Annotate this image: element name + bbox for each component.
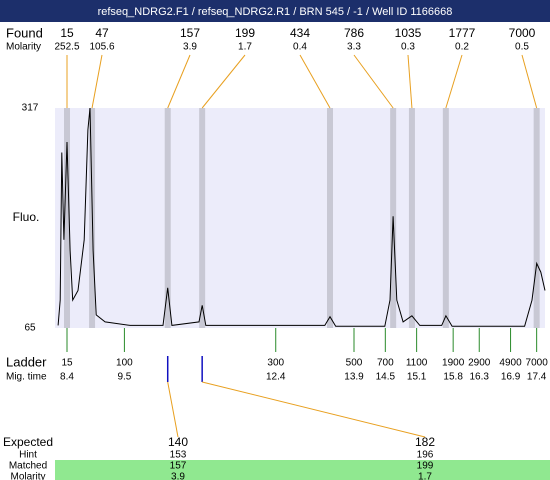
- found-size: 1777: [449, 26, 476, 40]
- peak-band: [408, 108, 415, 328]
- matched-highlight: [55, 460, 550, 480]
- trace: [57, 107, 546, 327]
- peak-band: [199, 108, 206, 328]
- chart-title: refseq_NDRG2.F1 / refseq_NDRG2.R1 / BRN …: [98, 6, 453, 18]
- row-value: 1.7: [418, 472, 432, 480]
- ladder-label: Ladder: [6, 354, 47, 369]
- mig-time: 13.9: [344, 372, 364, 383]
- found-connector: [353, 54, 394, 109]
- row-label: Hint: [19, 450, 37, 461]
- found-molarity: 3.3: [347, 42, 361, 53]
- ladder-size: 15: [61, 358, 73, 369]
- found-connector: [521, 54, 538, 109]
- mig-time: 15.1: [407, 372, 427, 383]
- row-value: 3.9: [171, 472, 185, 480]
- row-value: 140: [168, 435, 188, 449]
- found-molarity: 3.9: [183, 42, 197, 53]
- row-value: 196: [417, 450, 434, 461]
- found-connector: [445, 54, 463, 109]
- row-label: Expected: [3, 435, 53, 449]
- row-label: Molarity: [10, 472, 45, 480]
- y-tick-label: 317: [22, 103, 39, 114]
- row-value: 153: [170, 450, 187, 461]
- found-molarity: 0.4: [293, 42, 307, 53]
- mig-time: 14.5: [376, 372, 396, 383]
- y-axis-label: Fluo.: [13, 210, 40, 224]
- expected-connector: [167, 381, 179, 438]
- found-molarity: 105.6: [89, 42, 114, 53]
- peak-band: [164, 108, 171, 328]
- ladder-size: 700: [377, 358, 394, 369]
- found-size: 157: [180, 26, 200, 40]
- found-molarity: 0.2: [455, 42, 469, 53]
- mig-time: 16.3: [470, 372, 490, 383]
- found-size: 199: [235, 26, 255, 40]
- ladder-size: 500: [346, 358, 363, 369]
- found-molarity: 0.5: [515, 42, 529, 53]
- found-label: Found: [6, 25, 43, 40]
- found-connector: [407, 54, 413, 109]
- mig-time: 17.4: [527, 372, 547, 383]
- mig-time: 9.5: [117, 372, 131, 383]
- ladder-size: 1100: [406, 358, 428, 369]
- found-size: 786: [344, 26, 364, 40]
- expected-connector: [202, 381, 426, 438]
- ladder-size: 4900: [499, 358, 522, 369]
- found-connector: [91, 54, 103, 109]
- mig-time: 8.4: [60, 372, 74, 383]
- y-tick-label: 65: [24, 323, 36, 334]
- found-size: 15: [60, 26, 74, 40]
- found-molarity: 252.5: [54, 42, 79, 53]
- found-connector: [201, 54, 246, 109]
- mig-time: 16.9: [501, 372, 521, 383]
- found-size: 47: [95, 26, 109, 40]
- found-connector: [299, 54, 331, 109]
- ladder-size: 300: [267, 358, 284, 369]
- found-size: 1035: [395, 26, 422, 40]
- row-value: 157: [170, 461, 187, 472]
- mig-time: 15.8: [443, 372, 463, 383]
- peak-band: [442, 108, 449, 328]
- row-value: 199: [417, 461, 434, 472]
- mig-time: 12.4: [266, 372, 286, 383]
- found-molarity: 0.3: [401, 42, 415, 53]
- peak-band: [64, 108, 71, 328]
- peak-band: [533, 108, 540, 328]
- plot-area: [55, 108, 545, 328]
- found-connector: [167, 54, 191, 109]
- found-size: 7000: [509, 26, 536, 40]
- mig-time-label: Mig. time: [6, 372, 47, 383]
- ladder-size: 2900: [468, 358, 491, 369]
- ladder-size: 100: [116, 358, 133, 369]
- molarity-label: Molarity: [6, 42, 41, 53]
- found-size: 434: [290, 26, 310, 40]
- ladder-size: 7000: [526, 358, 549, 369]
- found-molarity: 1.7: [238, 42, 252, 53]
- row-value: 182: [415, 435, 435, 449]
- peak-band: [327, 108, 334, 328]
- ladder-size: 1900: [442, 358, 465, 369]
- title-bar: [0, 0, 550, 22]
- row-label: Matched: [9, 461, 47, 472]
